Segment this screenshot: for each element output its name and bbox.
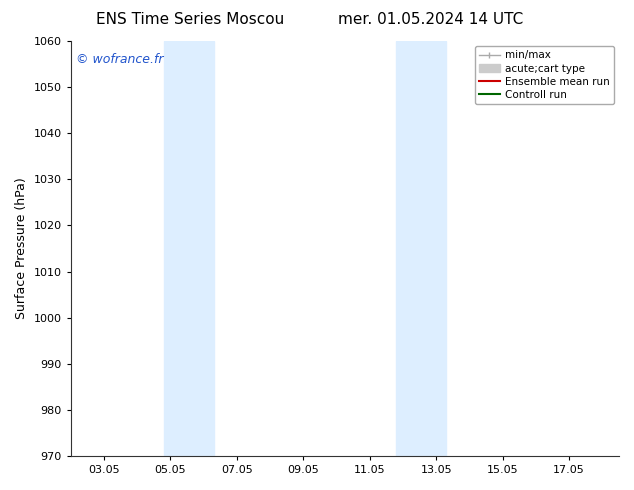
Legend: min/max, acute;cart type, Ensemble mean run, Controll run: min/max, acute;cart type, Ensemble mean … xyxy=(475,46,614,104)
Bar xyxy=(396,41,446,456)
Bar xyxy=(164,41,214,456)
Text: mer. 01.05.2024 14 UTC: mer. 01.05.2024 14 UTC xyxy=(339,12,524,27)
Text: © wofrance.fr: © wofrance.fr xyxy=(76,53,164,67)
Text: ENS Time Series Moscou: ENS Time Series Moscou xyxy=(96,12,284,27)
Y-axis label: Surface Pressure (hPa): Surface Pressure (hPa) xyxy=(15,178,28,319)
